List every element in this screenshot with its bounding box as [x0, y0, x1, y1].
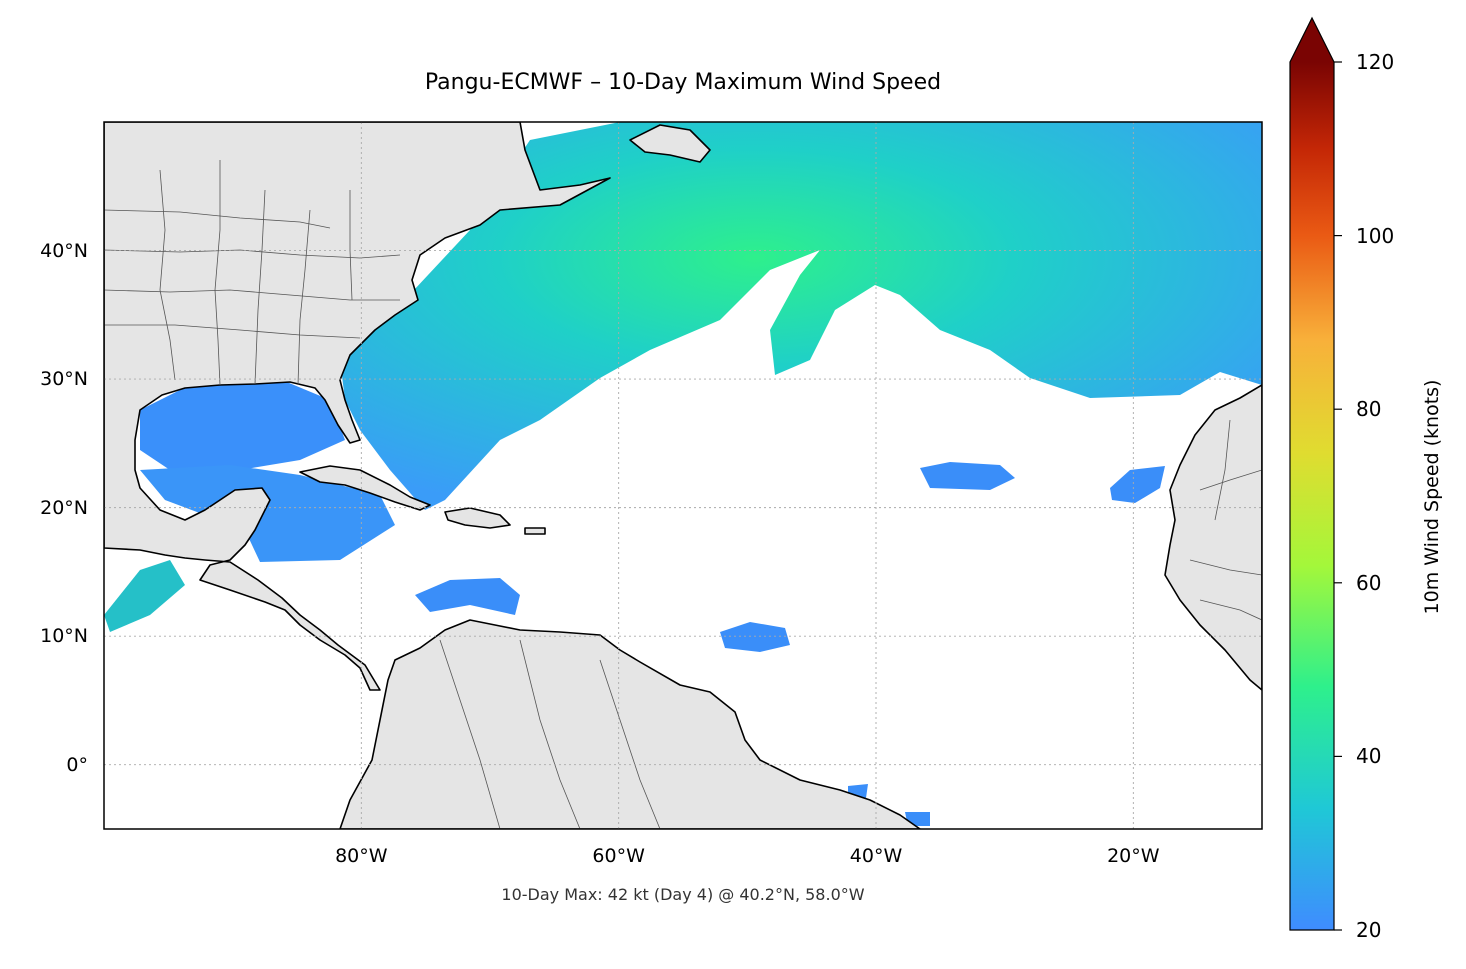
lat-tick-label: 0° [66, 753, 88, 776]
max-annotation: 10-Day Max: 42 kt (Day 4) @ 40.2°N, 58.0… [501, 885, 865, 904]
lat-tick-label: 40°N [40, 239, 88, 262]
colorbar-tick-label: 100 [1356, 223, 1395, 248]
lat-tick-label: 10°N [40, 625, 88, 648]
colorbar-ticks [1334, 61, 1342, 931]
colorbar [1289, 16, 1342, 931]
colorbar-tick-label: 80 [1356, 397, 1382, 422]
north-america [104, 122, 611, 691]
africa [1164, 384, 1262, 691]
colorbar-tick-label: 60 [1356, 570, 1382, 595]
colorbar-label: 10m Wind Speed (knots) [1421, 379, 1443, 615]
wind-field [104, 122, 1262, 826]
lon-tick-label: 60°W [592, 845, 645, 867]
hispaniola [444, 507, 511, 529]
map-title: Pangu-ECMWF – 10-Day Maximum Wind Speed [424, 70, 942, 95]
colorbar-extend-arrow [1290, 18, 1334, 62]
map-layers [104, 122, 1262, 829]
puerto-rico [524, 527, 546, 535]
colorbar-tick-label: 120 [1356, 50, 1395, 74]
colorbar-tick-label: 40 [1356, 744, 1382, 769]
lat-tick-label: 30°N [40, 368, 88, 391]
lon-tick-label: 80°W [335, 845, 388, 867]
newfoundland [629, 124, 711, 163]
colorbar-outline [1289, 16, 1335, 931]
lon-tick-label: 20°W [1107, 845, 1160, 867]
map-frame [103, 121, 1263, 830]
borders [104, 160, 1262, 829]
lat-tick-label: 20°N [40, 496, 88, 519]
gridlines [104, 122, 1262, 829]
colorbar-tick-label: 20 [1356, 918, 1382, 942]
lon-tick-label: 40°W [849, 845, 903, 867]
colorbar-gradient [1290, 62, 1334, 930]
